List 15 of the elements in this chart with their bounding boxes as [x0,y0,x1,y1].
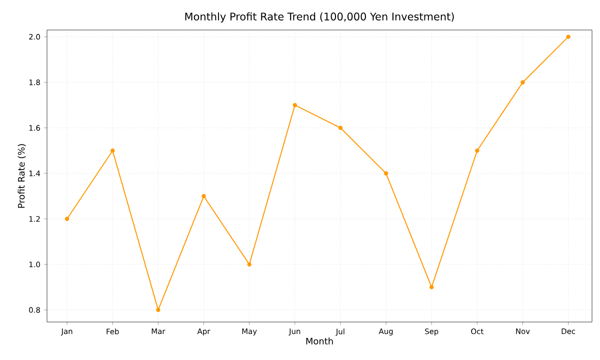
point [292,103,297,108]
chart-title: Monthly Profit Rate Trend (100,000 Yen Investment) [185,12,454,22]
point [338,126,343,130]
point [247,262,252,267]
point [384,171,388,176]
point [202,194,206,198]
point [430,285,434,290]
point [110,148,115,153]
point [475,148,480,153]
point [156,308,160,312]
point [520,80,525,84]
point [64,216,70,221]
point [566,34,570,39]
y-axis-title: Profit Rate (%) [18,144,26,208]
x-axis-title: Month [306,338,333,344]
